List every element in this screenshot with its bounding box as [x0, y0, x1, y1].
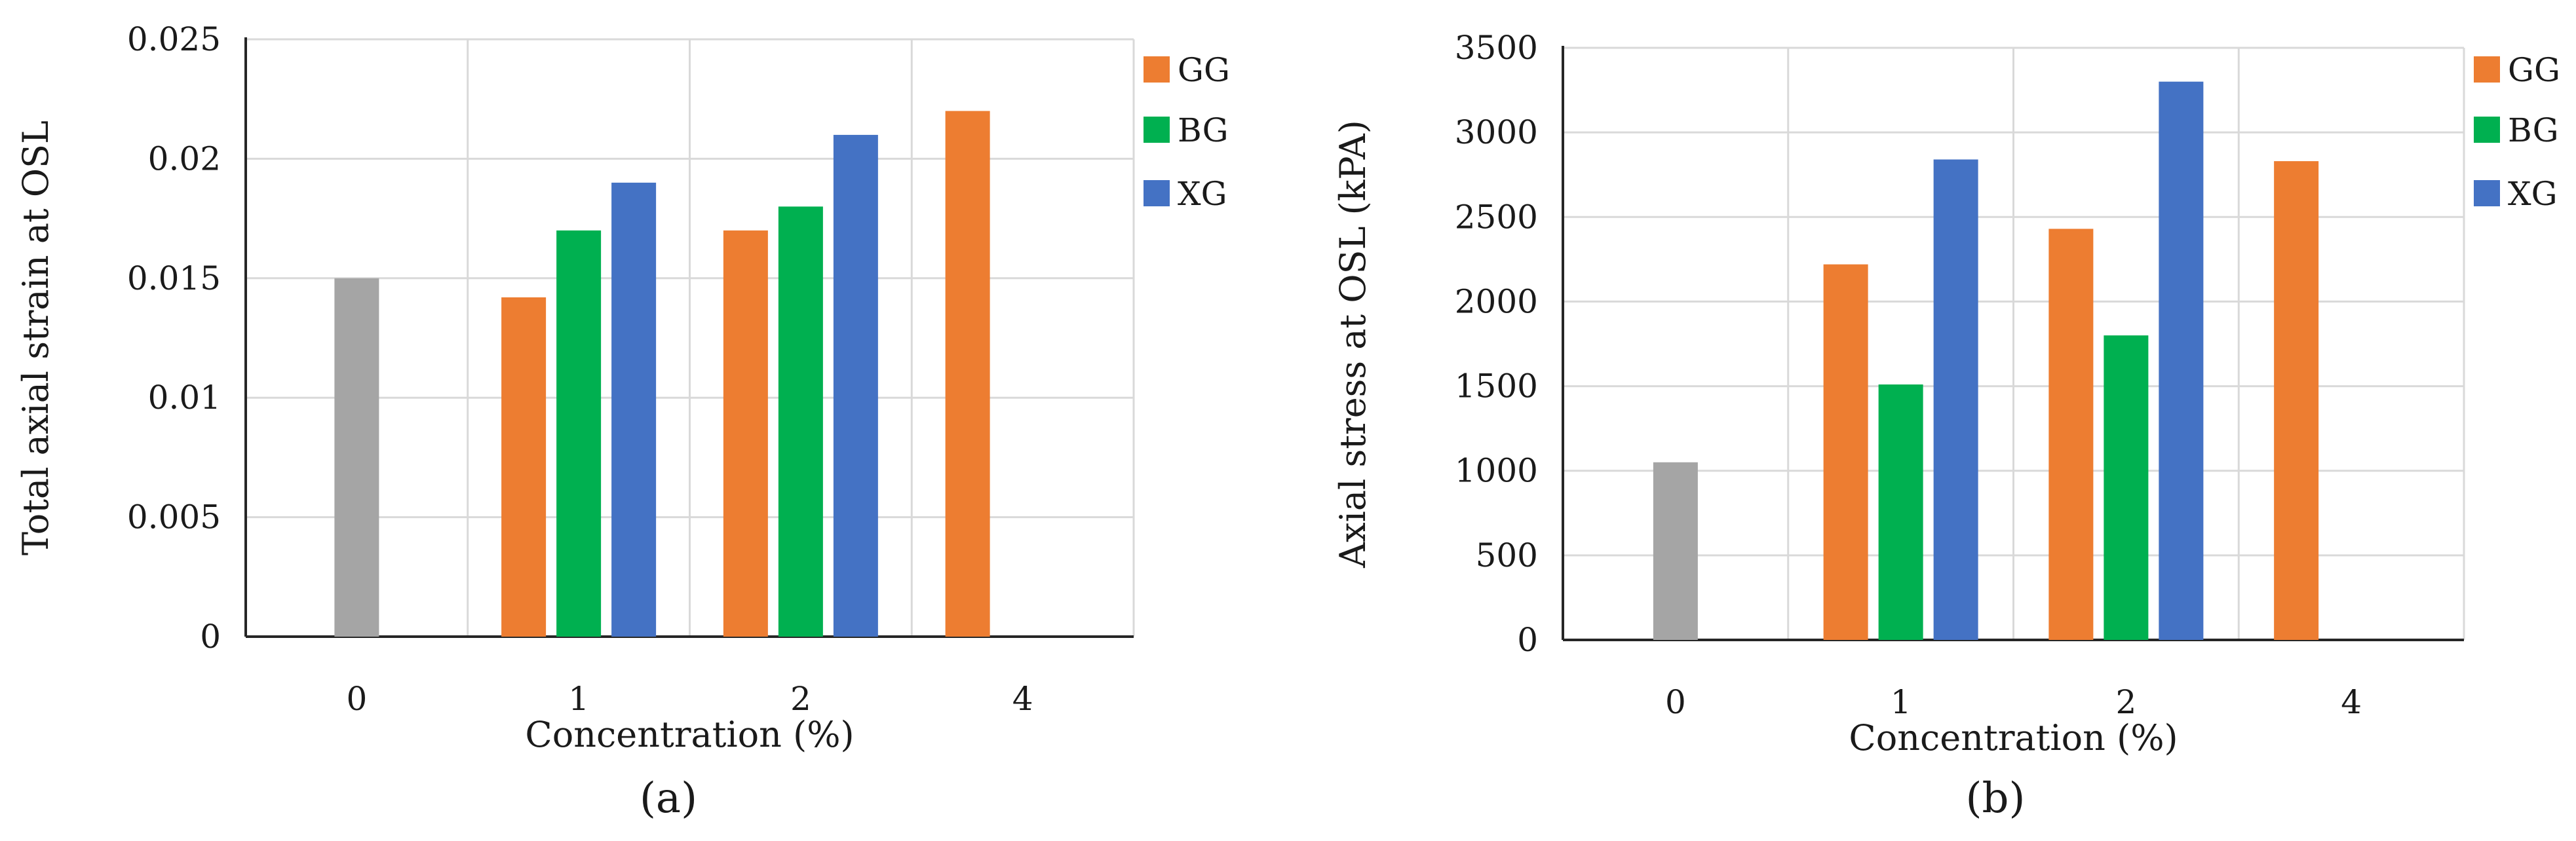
panel-caption: (b) [1966, 774, 2026, 823]
y-tick-label: 0.025 [127, 20, 221, 58]
y-tick-label: 0 [1517, 621, 1538, 659]
y-tick-label: 1500 [1455, 367, 1538, 405]
y-tick-label: 2500 [1455, 198, 1538, 236]
y-tick-label: 3000 [1455, 113, 1538, 151]
y-axis-title: Total axial strain at OSL [15, 121, 56, 555]
bar-gg-2 [2048, 229, 2094, 640]
legend-label-xg: XG [1178, 175, 1227, 213]
legend-swatch-bg [2474, 117, 2500, 143]
y-tick-label: 3500 [1455, 29, 1538, 67]
bar-xg-2 [2159, 81, 2204, 640]
x-tick-label: 0 [1665, 683, 1686, 721]
legend-swatch-xg [1144, 180, 1170, 206]
bar-control-0 [334, 278, 379, 637]
bar-bg-1 [556, 230, 602, 637]
bar-gg-1 [1823, 264, 1868, 640]
bar-bg-2 [778, 206, 823, 637]
x-tick-label: 1 [568, 680, 589, 718]
y-tick-label: 1000 [1455, 452, 1538, 490]
legend-swatch-xg [2474, 180, 2500, 206]
x-axis-title: Concentration (%) [1849, 717, 2178, 758]
x-tick-label: 4 [1012, 680, 1033, 718]
x-tick-label: 4 [2341, 683, 2362, 721]
x-tick-label: 2 [790, 680, 811, 718]
chart-panel-a: 0 0.005 0.01 0.015 0.02 0.025 0 1 2 4 GG BG XG Total … [15, 20, 1230, 823]
bar-gg-4 [945, 111, 990, 637]
x-tick-label: 2 [2115, 683, 2136, 721]
bar-xg-1 [611, 182, 657, 637]
y-tick-label: 0.015 [127, 259, 221, 297]
y-tick-label: 0 [200, 618, 221, 656]
bar-bg-2 [2104, 335, 2149, 640]
y-tick-label: 0.01 [148, 379, 221, 417]
bar-gg-1 [501, 297, 547, 637]
legend-swatch-bg [1144, 117, 1170, 143]
legend-label-bg: BG [1178, 111, 1229, 149]
y-tick-label: 0.005 [127, 498, 221, 536]
legend-label-gg: GG [1178, 51, 1230, 89]
bar-xg-2 [833, 134, 878, 637]
x-tick-label: 0 [346, 680, 367, 718]
x-tick-label: 1 [1891, 683, 1912, 721]
legend-label-gg: GG [2508, 51, 2560, 89]
chart-panel-b: 0 500 1000 1500 2000 2500 3000 3500 0 1 2 4 GG BG XG Ax… [1332, 29, 2560, 823]
y-tick-label: 2000 [1455, 282, 1538, 320]
bar-bg-1 [1878, 384, 1923, 640]
y-tick-label: 0.02 [148, 140, 221, 178]
legend-label-xg: XG [2508, 175, 2558, 213]
bar-gg-4 [2274, 161, 2319, 641]
bar-control-0 [1653, 462, 1698, 640]
legend-swatch-gg [2474, 56, 2500, 83]
bar-xg-1 [1933, 159, 1978, 640]
panel-caption: (a) [640, 774, 697, 823]
legend-swatch-gg [1144, 56, 1170, 83]
x-axis-title: Concentration (%) [525, 714, 854, 755]
y-axis-title: Axial stress at OSL (kPA) [1332, 120, 1374, 569]
bar-gg-2 [723, 230, 768, 637]
y-tick-label: 500 [1476, 536, 1538, 574]
legend-label-bg: BG [2508, 111, 2559, 149]
